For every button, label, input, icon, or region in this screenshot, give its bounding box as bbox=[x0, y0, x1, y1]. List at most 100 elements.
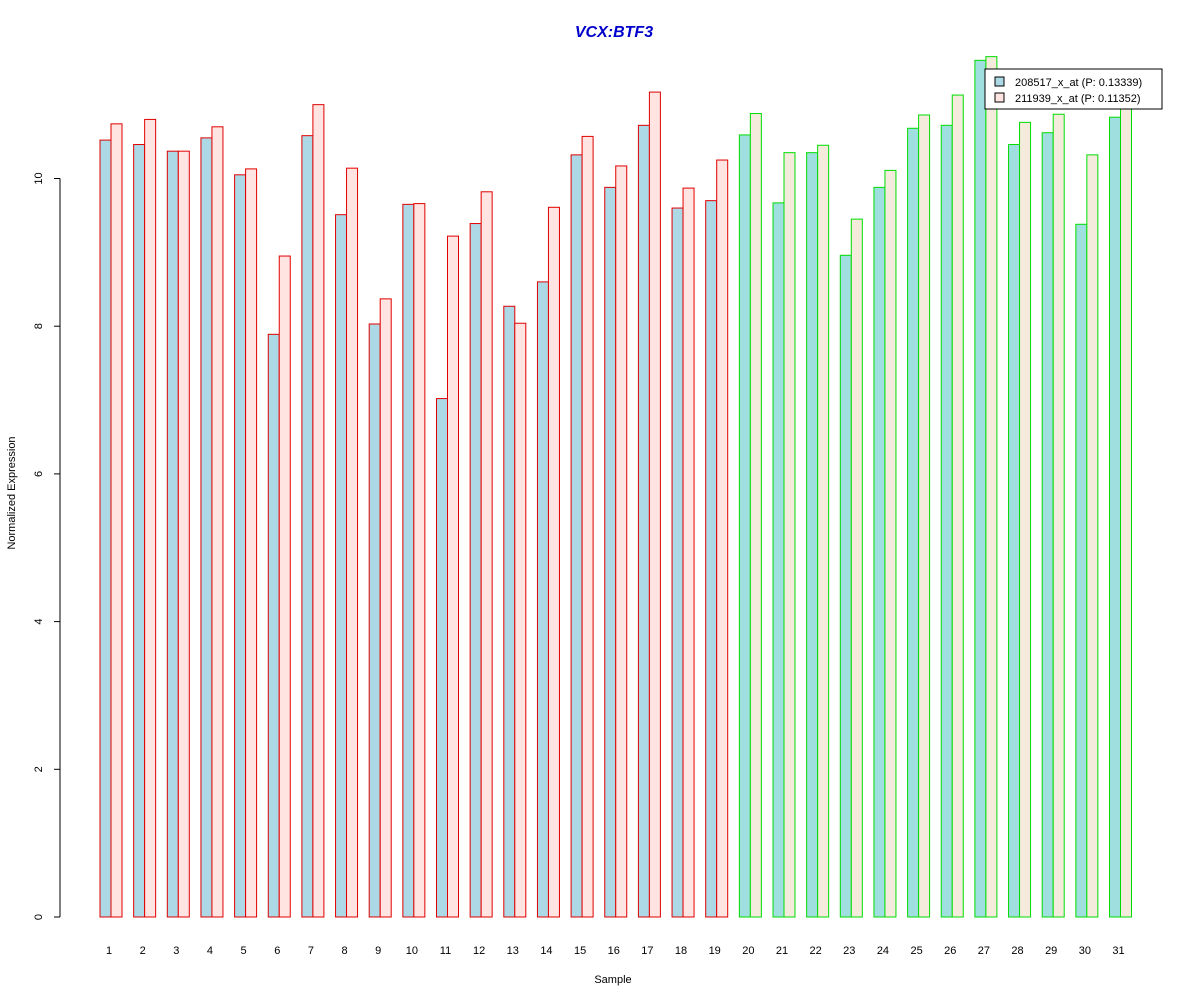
bar-series-2 bbox=[783, 152, 796, 918]
x-tick-label: 5 bbox=[241, 945, 247, 957]
x-tick-label: 14 bbox=[540, 945, 552, 957]
bar-series-1 bbox=[1109, 116, 1121, 918]
bar-series-2 bbox=[581, 135, 594, 918]
bar-series-1 bbox=[99, 139, 112, 918]
bar-series-1 bbox=[738, 134, 751, 918]
bar-series-2 bbox=[648, 91, 661, 918]
bar-series-1 bbox=[1075, 223, 1088, 918]
y-tick-label: 4 bbox=[33, 619, 45, 625]
bar-series-2 bbox=[850, 218, 863, 918]
bar-series-1 bbox=[806, 152, 819, 918]
bar-series-1 bbox=[839, 254, 852, 918]
chart-title: VCX:BTF3 bbox=[575, 24, 653, 41]
bar-series-2 bbox=[1086, 154, 1099, 918]
bar-series-1 bbox=[436, 398, 448, 918]
x-tick-label: 17 bbox=[641, 945, 653, 957]
bar-series-1 bbox=[469, 223, 482, 918]
bar-series-1 bbox=[335, 214, 348, 918]
bar-series-1 bbox=[166, 150, 179, 918]
bar-series-1 bbox=[133, 144, 146, 918]
bar-series-2 bbox=[144, 118, 157, 918]
x-tick-label: 18 bbox=[675, 945, 687, 957]
bar-series-2 bbox=[245, 168, 258, 918]
bar-series-2 bbox=[177, 150, 190, 918]
bar-series-2 bbox=[278, 255, 291, 918]
x-tick-label: 1 bbox=[106, 945, 112, 957]
bar-series-2 bbox=[346, 167, 359, 918]
bar-series-1 bbox=[637, 124, 650, 918]
y-tick-label: 2 bbox=[33, 766, 45, 772]
x-tick-label: 8 bbox=[341, 945, 347, 957]
bar-series-2 bbox=[110, 123, 123, 918]
x-tick-label: 27 bbox=[978, 945, 990, 957]
legend-swatch bbox=[994, 76, 1005, 87]
bar-series-2 bbox=[1019, 121, 1032, 918]
x-tick-label: 31 bbox=[1112, 945, 1124, 957]
bar-series-2 bbox=[447, 235, 459, 918]
legend: 208517_x_at (P: 0.13339) 211939_x_at (P: … bbox=[984, 68, 1163, 110]
bar-series-2 bbox=[547, 206, 560, 918]
bar-series-2 bbox=[379, 298, 392, 918]
x-tick-label: 23 bbox=[843, 945, 855, 957]
bar-series-1 bbox=[974, 59, 987, 918]
bar-series-1 bbox=[873, 186, 886, 918]
bar-series-2 bbox=[716, 159, 729, 918]
legend-swatch bbox=[994, 92, 1005, 103]
bars-group bbox=[99, 56, 1132, 918]
bar-series-2 bbox=[514, 322, 527, 918]
bar-series-2 bbox=[1120, 104, 1132, 918]
x-tick-label: 20 bbox=[742, 945, 754, 957]
bar-series-2 bbox=[682, 187, 695, 918]
x-tick-label: 10 bbox=[406, 945, 418, 957]
bar-series-2 bbox=[615, 165, 628, 918]
bar-series-1 bbox=[267, 333, 280, 918]
y-tick-label: 8 bbox=[33, 323, 45, 329]
x-tick-label: 22 bbox=[810, 945, 822, 957]
legend-box bbox=[984, 68, 1163, 110]
bar-series-1 bbox=[200, 137, 213, 918]
bar-series-2 bbox=[918, 114, 931, 918]
bar-series-2 bbox=[951, 94, 964, 918]
bar-series-1 bbox=[671, 207, 684, 918]
bar-series-2 bbox=[749, 113, 762, 918]
bar-series-1 bbox=[234, 174, 247, 918]
bar-series-2 bbox=[480, 191, 493, 918]
y-axis-label: Normalized Expression bbox=[6, 436, 18, 549]
x-tick-label: 12 bbox=[473, 945, 485, 957]
x-tick-label: 28 bbox=[1011, 945, 1023, 957]
x-tick-label: 26 bbox=[944, 945, 956, 957]
bar-series-1 bbox=[368, 323, 381, 918]
x-tick-labels: 1 2 3 4 5 6 7 8 9 10 11 12 13 14 15 16 17 18 19 20 21 22 23 24 2… bbox=[106, 945, 1125, 957]
bar-series-2 bbox=[985, 56, 998, 918]
bar-series-1 bbox=[772, 202, 785, 918]
bar-series-1 bbox=[1041, 132, 1054, 918]
x-tick-label: 6 bbox=[274, 945, 280, 957]
x-tick-label: 16 bbox=[608, 945, 620, 957]
y-tick-label: 10 bbox=[33, 172, 45, 184]
bar-series-1 bbox=[1008, 144, 1021, 918]
bar-series-1 bbox=[907, 127, 920, 918]
legend-entry: 208517_x_at (P: 0.13339) bbox=[1015, 77, 1142, 89]
y-axis: 0 2 4 6 8 10 bbox=[33, 172, 61, 920]
bar-series-1 bbox=[940, 124, 953, 918]
x-tick-label: 30 bbox=[1079, 945, 1091, 957]
x-tick-label: 13 bbox=[507, 945, 519, 957]
x-tick-label: 29 bbox=[1045, 945, 1057, 957]
y-tick-label: 6 bbox=[33, 471, 45, 477]
bar-series-1 bbox=[536, 281, 549, 918]
x-tick-label: 9 bbox=[375, 945, 381, 957]
bar-series-2 bbox=[1052, 113, 1065, 918]
x-tick-label: 11 bbox=[440, 945, 451, 957]
x-tick-label: 21 bbox=[776, 945, 788, 957]
bar-series-1 bbox=[503, 305, 516, 918]
bar-series-2 bbox=[884, 169, 897, 918]
x-tick-label: 4 bbox=[207, 945, 213, 957]
bar-series-1 bbox=[705, 200, 718, 918]
x-tick-label: 25 bbox=[910, 945, 922, 957]
x-axis-label: Sample bbox=[594, 974, 631, 986]
bar-series-2 bbox=[817, 144, 830, 918]
x-tick-label: 3 bbox=[173, 945, 179, 957]
bar-series-2 bbox=[312, 104, 325, 918]
bar-series-1 bbox=[604, 186, 617, 918]
